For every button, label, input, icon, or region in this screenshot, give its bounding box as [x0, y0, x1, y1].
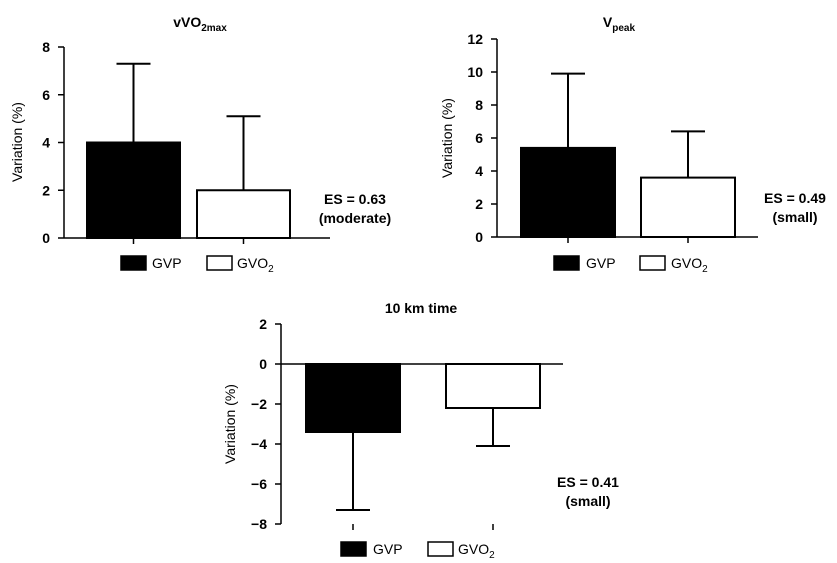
chart-title: vVO2max — [173, 14, 227, 34]
effect-size-label: (moderate) — [319, 210, 391, 226]
y-tick-label: 2 — [42, 182, 50, 198]
y-tick-label: 12 — [467, 31, 483, 47]
effect-size-value: ES = 0.63 — [324, 191, 386, 207]
y-axis-label: Variation (%) — [222, 384, 238, 464]
y-tick-label: 8 — [42, 39, 50, 55]
y-tick-label: 10 — [467, 64, 483, 80]
legend-swatch-gvo2 — [427, 541, 454, 557]
y-tick-label: 4 — [475, 163, 483, 179]
legend-label-gvp: GVP — [152, 255, 182, 271]
y-tick-label: 2 — [259, 316, 267, 332]
y-tick-label: 8 — [475, 97, 483, 113]
legend-swatch-gvo2 — [206, 255, 233, 271]
effect-size-label: (small) — [772, 209, 817, 225]
y-tick-label: 0 — [475, 229, 483, 245]
legend-swatch-gvp — [553, 255, 580, 271]
y-tick-label: −2 — [251, 396, 267, 412]
bar-gvp — [520, 146, 616, 238]
y-axis-label: Variation (%) — [439, 98, 455, 178]
bar-gvp — [305, 363, 401, 433]
y-tick-label: 4 — [42, 135, 50, 151]
y-tick-label: −4 — [251, 436, 267, 452]
legend-label-gvo2: GVO2 — [458, 541, 495, 558]
bar-gvo2 — [640, 176, 736, 239]
chart-10km-time: 10 km time Variation (%) −8 −6 −4 −2 0 2 ES =… — [222, 300, 619, 561]
chart-title: Vpeak — [603, 14, 636, 34]
bar-gvp — [86, 141, 181, 239]
y-tick-label: 0 — [259, 356, 267, 372]
y-tick-label: 0 — [42, 230, 50, 246]
legend-label-gvp: GVP — [373, 541, 403, 557]
legend: GVP GVO2 — [553, 255, 708, 275]
bar-gvo2 — [196, 189, 291, 239]
y-tick-label: 6 — [42, 87, 50, 103]
legend-label-gvo2: GVO2 — [671, 255, 708, 275]
legend-swatch-gvp — [340, 541, 367, 557]
y-tick-label: −8 — [251, 516, 267, 532]
chart-title: 10 km time — [385, 300, 458, 316]
legend-label-gvp: GVP — [586, 255, 616, 271]
legend-swatch-gvp — [120, 255, 147, 271]
chart-vvo2max: vVO2max Variation (%) 0 2 4 6 8 ES = 0.63 (m… — [9, 14, 391, 275]
legend-swatch-gvo2 — [639, 255, 666, 271]
legend: GVP GVO2 — [120, 255, 274, 275]
y-tick-label: 2 — [475, 196, 483, 212]
effect-size-label: (small) — [565, 493, 610, 509]
legend-label-gvo2: GVO2 — [237, 255, 274, 275]
effect-size-value: ES = 0.49 — [764, 190, 826, 206]
legend: GVP GVO2 — [340, 541, 495, 561]
effect-size-value: ES = 0.41 — [557, 474, 619, 490]
y-tick-label: 6 — [475, 130, 483, 146]
bar-gvo2 — [445, 363, 541, 409]
y-tick-label: −6 — [251, 476, 267, 492]
y-axis-label: Variation (%) — [9, 102, 25, 182]
